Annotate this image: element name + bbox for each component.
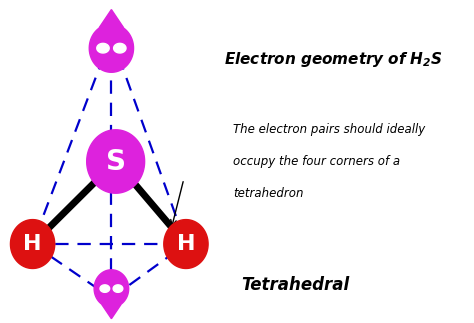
Text: H: H <box>23 234 42 254</box>
Polygon shape <box>113 285 123 292</box>
Polygon shape <box>114 43 126 53</box>
Polygon shape <box>94 270 128 307</box>
Polygon shape <box>102 305 121 319</box>
Text: occupy the four corners of a: occupy the four corners of a <box>233 155 400 168</box>
Polygon shape <box>97 43 109 53</box>
Polygon shape <box>87 130 145 193</box>
Polygon shape <box>89 24 134 72</box>
Polygon shape <box>99 10 124 28</box>
Text: S: S <box>106 148 126 175</box>
Text: The electron pairs should ideally: The electron pairs should ideally <box>233 123 425 136</box>
Polygon shape <box>100 285 109 292</box>
Text: $\bfit{Electron\ geometry\ of\ H_2S}$: $\bfit{Electron\ geometry\ of\ H_2S}$ <box>224 50 443 69</box>
Polygon shape <box>10 220 55 268</box>
Text: Tetrahedral: Tetrahedral <box>241 276 349 294</box>
Text: H: H <box>177 234 195 254</box>
Text: tetrahedron: tetrahedron <box>233 187 303 200</box>
Polygon shape <box>164 220 208 268</box>
